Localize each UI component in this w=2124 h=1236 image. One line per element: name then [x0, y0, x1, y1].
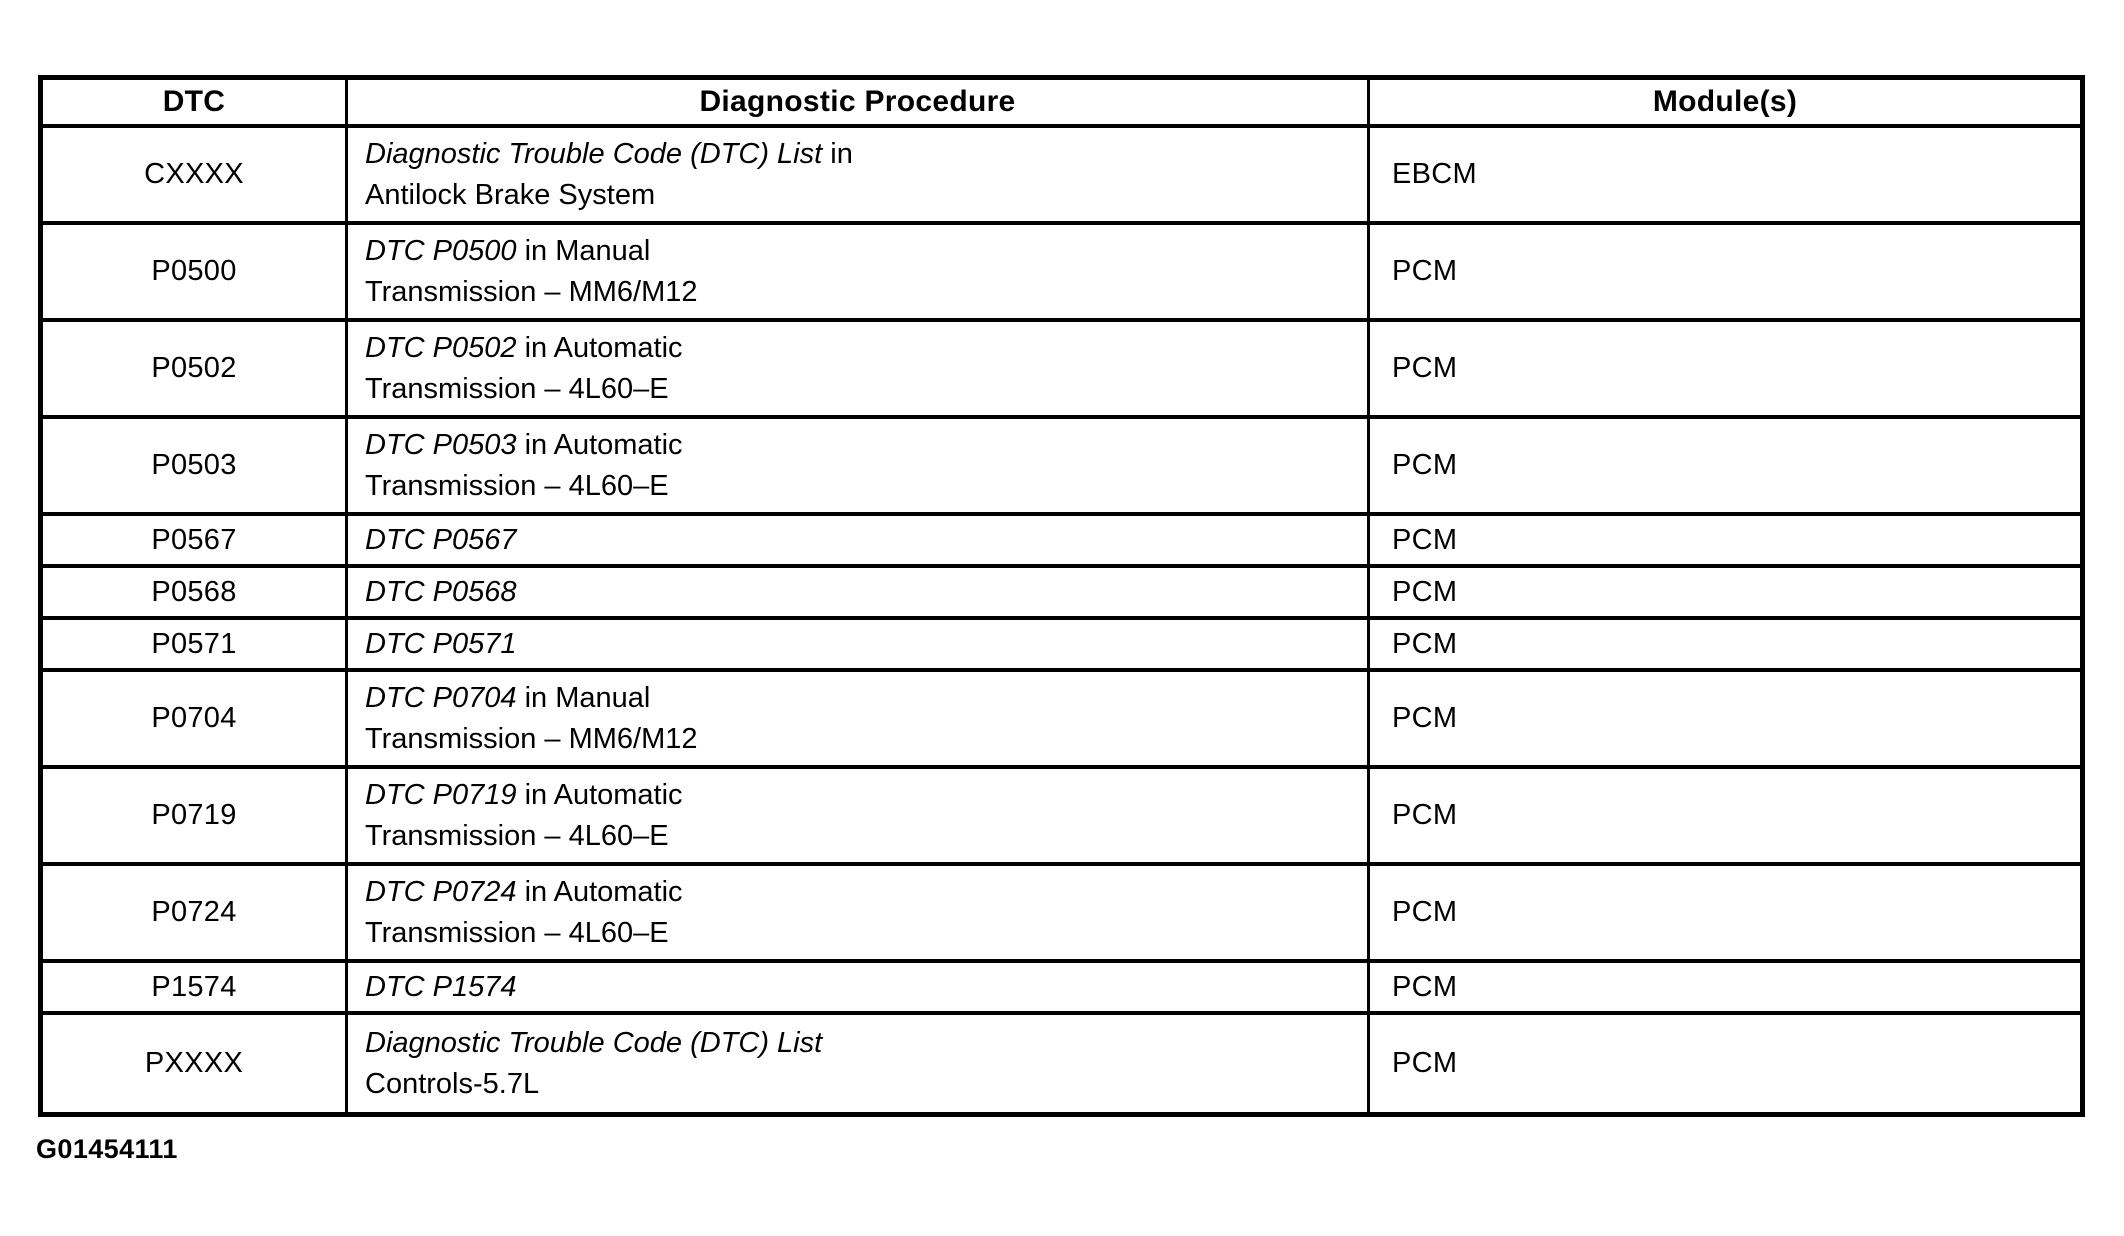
procedure-line2: Controls-5.7L: [365, 1067, 540, 1100]
dtc-cell: P0704: [43, 672, 348, 765]
procedure-cell: DTC P1574: [348, 963, 1370, 1011]
procedure-title: DTC P0724: [365, 875, 517, 908]
procedure-line2: Transmission – 4L60–E: [365, 819, 669, 852]
procedure-suffix: in Automatic: [516, 875, 683, 908]
table-row: P0500 DTC P0500 in Manual Transmission –…: [43, 225, 2080, 322]
procedure-cell: DTC P0568: [348, 568, 1370, 616]
procedure-cell: DTC P0502 in Automatic Transmission – 4L…: [348, 322, 1370, 415]
procedure-title: DTC P0502: [365, 331, 517, 364]
module-cell: PCM: [1392, 523, 1458, 556]
procedure-cell: Diagnostic Trouble Code (DTC) List Contr…: [348, 1015, 1370, 1112]
table-row: P0724 DTC P0724 in Automatic Transmissio…: [43, 866, 2080, 963]
dtc-cell: P0503: [43, 419, 348, 512]
module-cell: PCM: [1392, 702, 1458, 734]
header-dtc: DTC: [43, 80, 348, 124]
procedure-cell: DTC P0567: [348, 516, 1370, 564]
table-row: CXXXX Diagnostic Trouble Code (DTC) List…: [43, 128, 2080, 225]
procedure-cell: DTC P0724 in Automatic Transmission – 4L…: [348, 866, 1370, 959]
dtc-cell: P0719: [43, 769, 348, 862]
figure-id-label: G01454111: [36, 1134, 178, 1164]
procedure-line1: Diagnostic Trouble Code (DTC) List: [365, 1023, 1367, 1064]
dtc-cell: P0571: [43, 620, 348, 668]
procedure-title: DTC P0503: [365, 428, 517, 461]
dtc-cell: PXXXX: [43, 1015, 348, 1112]
procedure-suffix: in Automatic: [516, 778, 683, 811]
procedure-line1: DTC P1574: [365, 967, 1367, 1008]
procedure-suffix: in Automatic: [516, 331, 683, 364]
procedure-line2: Transmission – MM6/M12: [365, 722, 698, 755]
dtc-cell: CXXXX: [43, 128, 348, 221]
dtc-diagnostic-table: DTC Diagnostic Procedure Module(s) CXXXX…: [38, 75, 2085, 1117]
procedure-cell: Diagnostic Trouble Code (DTC) List in An…: [348, 128, 1370, 221]
procedure-suffix: in Manual: [516, 234, 651, 267]
module-cell: PCM: [1392, 627, 1458, 660]
procedure-title: DTC P1574: [365, 970, 517, 1003]
procedure-cell: DTC P0704 in Manual Transmission – MM6/M…: [348, 672, 1370, 765]
table-row: P1574 DTC P1574 PCM: [43, 963, 2080, 1015]
module-cell: PCM: [1392, 1047, 1458, 1079]
module-cell: PCM: [1392, 449, 1458, 481]
module-cell: PCM: [1392, 896, 1458, 928]
procedure-line1: DTC P0724 in Automatic: [365, 872, 1367, 913]
header-modules: Module(s): [1652, 85, 1798, 118]
module-cell: PCM: [1392, 352, 1458, 384]
procedure-title: DTC P0704: [365, 681, 517, 714]
dtc-cell: P0502: [43, 322, 348, 415]
procedure-line1: DTC P0503 in Automatic: [365, 425, 1367, 466]
procedure-title: DTC P0719: [365, 778, 517, 811]
dtc-cell: P0567: [43, 516, 348, 564]
procedure-title: DTC P0568: [365, 575, 517, 608]
procedure-suffix: in Automatic: [516, 428, 683, 461]
table-row: P0567 DTC P0567 PCM: [43, 516, 2080, 568]
procedure-line1: DTC P0502 in Automatic: [365, 328, 1367, 369]
table-header-row: DTC Diagnostic Procedure Module(s): [43, 80, 2080, 128]
module-cell: PCM: [1392, 799, 1458, 831]
dtc-cell: P0724: [43, 866, 348, 959]
procedure-title: DTC P0571: [365, 627, 517, 660]
table-row: P0568 DTC P0568 PCM: [43, 568, 2080, 620]
procedure-line1: Diagnostic Trouble Code (DTC) List in: [365, 134, 1367, 175]
dtc-cell: P1574: [43, 963, 348, 1011]
procedure-suffix: in Manual: [516, 681, 651, 714]
procedure-title: DTC P0500: [365, 234, 517, 267]
procedure-line1: DTC P0704 in Manual: [365, 678, 1367, 719]
table-row: P0571 DTC P0571 PCM: [43, 620, 2080, 672]
table-row: P0719 DTC P0719 in Automatic Transmissio…: [43, 769, 2080, 866]
dtc-cell: P0568: [43, 568, 348, 616]
module-cell: PCM: [1392, 970, 1458, 1003]
procedure-cell: DTC P0719 in Automatic Transmission – 4L…: [348, 769, 1370, 862]
procedure-line2: Transmission – MM6/M12: [365, 275, 698, 308]
header-diagnostic-procedure: Diagnostic Procedure: [348, 80, 1370, 124]
table-row: P0503 DTC P0503 in Automatic Transmissio…: [43, 419, 2080, 516]
procedure-title: Diagnostic Trouble Code (DTC) List: [365, 137, 823, 170]
procedure-line1: DTC P0719 in Automatic: [365, 775, 1367, 816]
procedure-line1: DTC P0567: [365, 520, 1367, 561]
module-cell: EBCM: [1392, 158, 1477, 190]
procedure-title: DTC P0567: [365, 523, 517, 556]
procedure-cell: DTC P0503 in Automatic Transmission – 4L…: [348, 419, 1370, 512]
procedure-line2: Antilock Brake System: [365, 178, 656, 211]
procedure-line1: DTC P0568: [365, 572, 1367, 613]
procedure-line2: Transmission – 4L60–E: [365, 469, 669, 502]
table-row: P0704 DTC P0704 in Manual Transmission –…: [43, 672, 2080, 769]
procedure-line1: DTC P0571: [365, 624, 1367, 665]
procedure-line2: Transmission – 4L60–E: [365, 916, 669, 949]
procedure-cell: DTC P0571: [348, 620, 1370, 668]
table-row: PXXXX Diagnostic Trouble Code (DTC) List…: [43, 1015, 2080, 1112]
table-row: P0502 DTC P0502 in Automatic Transmissio…: [43, 322, 2080, 419]
procedure-line1: DTC P0500 in Manual: [365, 231, 1367, 272]
dtc-cell: P0500: [43, 225, 348, 318]
module-cell: PCM: [1392, 255, 1458, 287]
procedure-cell: DTC P0500 in Manual Transmission – MM6/M…: [348, 225, 1370, 318]
module-cell: PCM: [1392, 575, 1458, 608]
procedure-title: Diagnostic Trouble Code (DTC) List: [365, 1026, 823, 1059]
procedure-suffix: in: [822, 137, 853, 170]
procedure-line2: Transmission – 4L60–E: [365, 372, 669, 405]
